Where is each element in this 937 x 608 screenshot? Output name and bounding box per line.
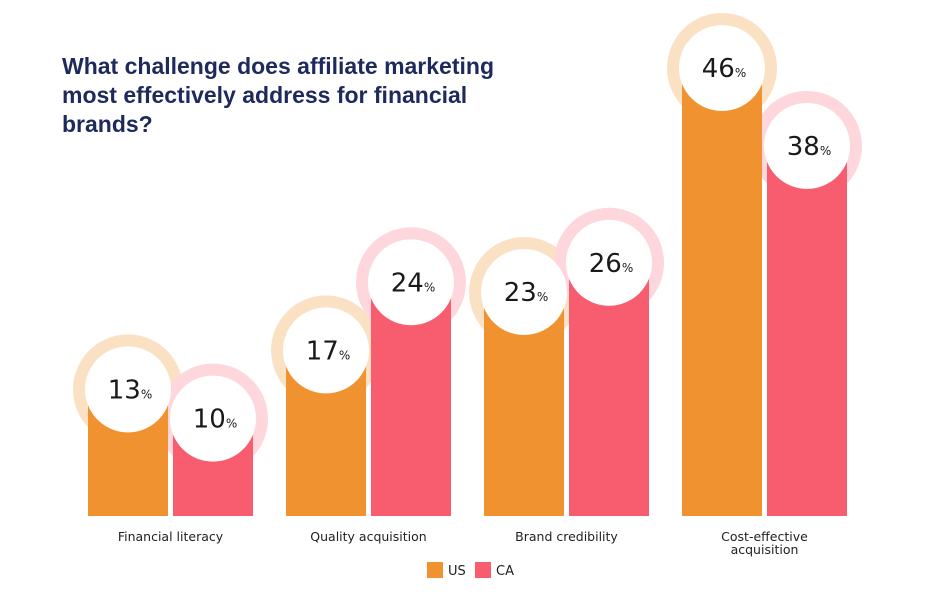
legend-label-us: US xyxy=(448,564,466,579)
value-label: 10% xyxy=(193,405,238,435)
legend-swatch-ca xyxy=(475,562,491,578)
chart-title-line: most effectively address for financial xyxy=(62,82,468,108)
value-badge xyxy=(566,219,652,306)
value-label: 46% xyxy=(702,54,747,84)
category-label: Quality acquisition xyxy=(310,529,426,544)
bar-ca xyxy=(767,145,847,517)
value-badge xyxy=(481,249,567,335)
value-label: 17% xyxy=(306,336,351,366)
bar-us xyxy=(682,68,762,516)
value-label: 24% xyxy=(391,268,436,298)
value-badge xyxy=(368,239,454,326)
category-label: Financial literacy xyxy=(118,529,224,544)
value-label: 23% xyxy=(504,278,549,308)
value-badge xyxy=(283,307,369,394)
chart-title: What challenge does affiliate marketing … xyxy=(62,52,582,139)
legend-swatch-us xyxy=(427,562,443,578)
value-badge xyxy=(679,25,765,111)
value-badge xyxy=(85,346,171,433)
value-badge xyxy=(764,102,850,189)
value-label: 13% xyxy=(108,375,153,405)
chart-title-line: What challenge does affiliate marketing xyxy=(62,53,494,79)
value-label: 38% xyxy=(787,132,832,162)
category-label: Brand credibility xyxy=(515,529,618,544)
value-label: 26% xyxy=(589,249,634,279)
value-badge xyxy=(170,375,256,462)
chart-title-line: brands? xyxy=(62,111,153,137)
category-label: Cost-effective acquisition xyxy=(721,529,808,557)
legend-label-ca: CA xyxy=(496,564,514,579)
